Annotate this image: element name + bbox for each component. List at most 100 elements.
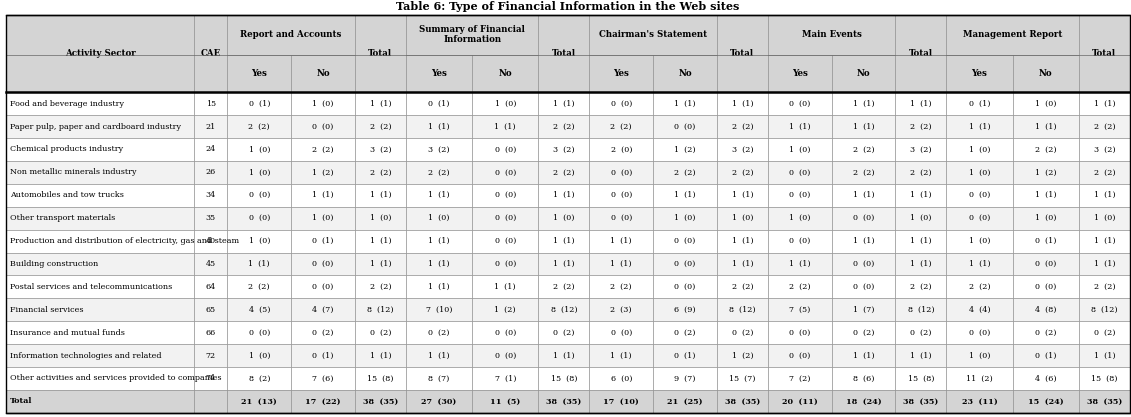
Text: 21  (25): 21 (25) [667,397,702,405]
Text: 0  (1): 0 (1) [674,352,696,359]
Bar [768,184,831,207]
Bar [654,207,717,230]
Text: 0  (0): 0 (0) [611,214,632,222]
Bar [717,253,768,276]
Bar [717,92,768,115]
Bar [472,92,538,115]
Bar [227,138,291,161]
Text: 0  (0): 0 (0) [494,329,516,337]
Bar [472,390,538,413]
Bar [1012,138,1079,161]
Bar [355,138,406,161]
Bar [768,253,831,276]
Bar [589,321,654,344]
Bar [472,344,538,367]
Text: 2  (2): 2 (2) [1094,168,1115,176]
Text: 0  (0): 0 (0) [611,329,632,337]
Text: 0  (2): 0 (2) [312,329,334,337]
Bar [768,138,831,161]
Text: 0  (0): 0 (0) [969,214,990,222]
Bar [472,184,538,207]
Bar [1012,298,1079,321]
Bar [6,321,195,344]
Bar [947,344,1012,367]
Text: 7  (10): 7 (10) [425,306,452,314]
Text: 2  (2): 2 (2) [732,123,753,131]
Text: 2  (2): 2 (2) [553,283,575,291]
Text: 0  (0): 0 (0) [312,123,334,131]
Text: 35: 35 [206,214,216,222]
Text: 1  (1): 1 (1) [853,123,874,131]
Bar [227,55,291,92]
Text: 8  (2): 8 (2) [249,374,270,382]
Text: Total: Total [731,49,754,58]
Text: 2  (2): 2 (2) [249,123,270,131]
Text: Chairman's Statement: Chairman's Statement [599,30,707,39]
Text: 66: 66 [206,329,216,337]
Bar [1079,207,1130,230]
Bar [831,207,896,230]
Text: 1  (1): 1 (1) [429,260,450,268]
Bar [538,298,589,321]
Bar [717,207,768,230]
Text: 2  (2): 2 (2) [732,283,753,291]
Text: 27  (30): 27 (30) [422,397,457,405]
Bar [195,367,227,390]
Text: 1  (1): 1 (1) [429,237,450,245]
Bar [589,230,654,253]
Text: 1  (2): 1 (2) [494,306,516,314]
Bar [1012,367,1079,390]
Text: 1  (2): 1 (2) [674,146,696,153]
Bar [896,276,947,298]
Text: 2  (2): 2 (2) [1094,283,1115,291]
Bar [538,92,589,115]
Bar [406,55,472,92]
Text: 1  (1): 1 (1) [553,237,575,245]
Bar [6,367,195,390]
Text: 3  (2): 3 (2) [429,146,450,153]
Bar [589,15,717,55]
Text: 0  (0): 0 (0) [674,237,696,245]
Bar [768,321,831,344]
Text: 1  (1): 1 (1) [249,260,270,268]
Text: 1  (0): 1 (0) [789,214,811,222]
Bar [1079,15,1130,92]
Bar [355,115,406,138]
Text: 0  (2): 0 (2) [674,329,696,337]
Bar [589,138,654,161]
Text: 3  (2): 3 (2) [1094,146,1115,153]
Text: 1  (1): 1 (1) [910,260,932,268]
Bar [589,92,654,115]
Text: 1  (1): 1 (1) [732,237,753,245]
Bar [6,298,195,321]
Bar [947,161,1012,184]
Text: 2  (2): 2 (2) [312,146,334,153]
Text: 1  (1): 1 (1) [611,352,632,359]
Bar [717,276,768,298]
Bar [6,92,195,115]
Text: 1  (1): 1 (1) [429,352,450,359]
Text: 0  (0): 0 (0) [611,191,632,199]
Text: 0  (0): 0 (0) [494,237,516,245]
Text: No: No [317,69,330,78]
Bar [195,15,227,92]
Bar [472,253,538,276]
Text: 7  (6): 7 (6) [312,374,334,382]
Bar [227,207,291,230]
Text: 64: 64 [206,283,216,291]
Bar [406,92,472,115]
Text: 1  (1): 1 (1) [553,100,575,108]
Bar [831,390,896,413]
Bar [406,298,472,321]
Bar [227,253,291,276]
Bar [896,161,947,184]
Bar [1012,184,1079,207]
Text: 4  (4): 4 (4) [968,306,991,314]
Text: 2  (2): 2 (2) [732,168,753,176]
Text: 0  (0): 0 (0) [789,237,811,245]
Bar [896,92,947,115]
Bar [538,321,589,344]
Text: 15  (7): 15 (7) [729,374,756,382]
Bar [947,92,1012,115]
Text: 1  (1): 1 (1) [910,191,932,199]
